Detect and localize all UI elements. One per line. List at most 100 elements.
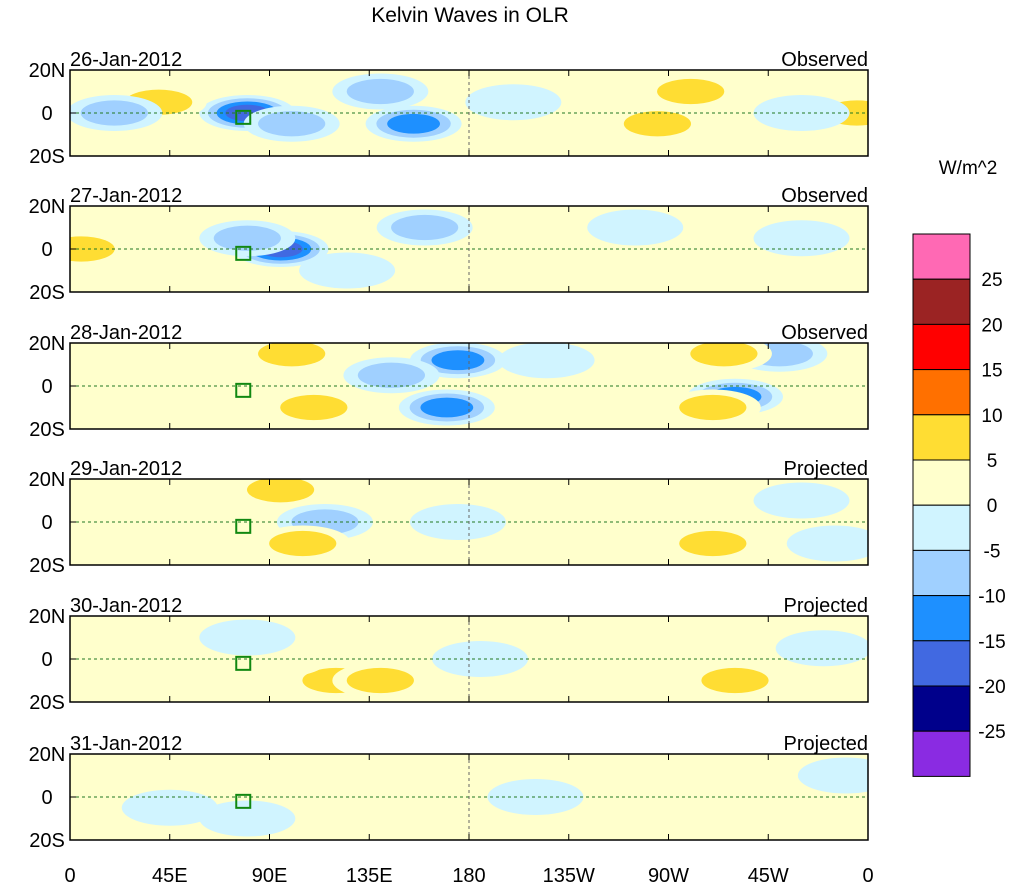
anomaly-contour bbox=[487, 241, 584, 278]
y-tick-label: 0 bbox=[41, 376, 52, 398]
anomaly-contour bbox=[775, 630, 868, 667]
colorbar-swatch bbox=[912, 685, 971, 732]
panel-date: 27-Jan-2012 bbox=[70, 185, 182, 207]
colorbar-label: -5 bbox=[984, 541, 1001, 562]
y-tick-label: 20N bbox=[29, 606, 66, 628]
anomaly-contour bbox=[753, 482, 850, 519]
anomaly-contour bbox=[465, 84, 562, 121]
colorbar-swatch bbox=[912, 549, 971, 597]
y-tick-label: 20N bbox=[29, 196, 66, 218]
colorbar-swatch bbox=[912, 369, 971, 416]
panel-kind: Observed bbox=[781, 185, 868, 207]
y-tick-label: 0 bbox=[41, 512, 52, 534]
colorbar-label: -15 bbox=[978, 632, 1005, 653]
anomaly-contour bbox=[498, 343, 595, 379]
anomaly-contour bbox=[70, 236, 115, 262]
map-panel: 29-Jan-2012 Projected 20N 0 20S bbox=[29, 458, 869, 577]
anomaly-contour bbox=[587, 209, 684, 246]
panel-field bbox=[70, 206, 868, 292]
y-tick-label: 0 bbox=[41, 103, 52, 125]
panel-date: 30-Jan-2012 bbox=[70, 595, 182, 617]
x-tick-label: 135E bbox=[346, 865, 393, 887]
anomaly-contour bbox=[276, 768, 373, 805]
colorbar-swatch bbox=[912, 323, 971, 371]
colorbar-swatch bbox=[912, 459, 971, 506]
anomaly-contour bbox=[387, 113, 440, 134]
y-tick-label: 20S bbox=[29, 692, 65, 714]
colorbar-label: 0 bbox=[987, 496, 998, 517]
colorbar-swatch bbox=[912, 233, 971, 280]
anomaly-contour bbox=[110, 206, 207, 235]
anomaly-contour bbox=[258, 343, 326, 367]
region-box-marker bbox=[235, 382, 252, 398]
map-panel: 30-Jan-2012 Projected 20N 0 20S bbox=[29, 595, 869, 714]
y-tick-label: 0 bbox=[41, 787, 52, 809]
panel-field bbox=[70, 479, 868, 565]
x-tick-label: 135W bbox=[543, 865, 595, 887]
panel-date: 28-Jan-2012 bbox=[70, 322, 182, 344]
region-box-marker bbox=[235, 518, 252, 534]
x-tick-label: 90E bbox=[252, 865, 288, 887]
colorbar-label: 25 bbox=[981, 270, 1002, 291]
anomaly-contour bbox=[280, 394, 348, 421]
anomaly-contour bbox=[753, 220, 850, 257]
anomaly-contour bbox=[246, 479, 315, 503]
region-box-marker bbox=[235, 109, 252, 125]
colorbar-label: -10 bbox=[978, 587, 1005, 608]
anomaly-contour bbox=[346, 78, 414, 105]
colorbar-swatch bbox=[912, 595, 971, 642]
panel-kind: Projected bbox=[784, 458, 869, 480]
colorbar-swatch bbox=[912, 504, 971, 551]
y-tick-label: 20N bbox=[29, 60, 66, 82]
anomaly-contour bbox=[531, 630, 628, 667]
panel-kind: Projected bbox=[784, 595, 869, 617]
x-tick-label: 90W bbox=[648, 865, 689, 887]
anomaly-contour bbox=[269, 530, 337, 557]
colorbar-swatch bbox=[912, 414, 971, 461]
anomaly-contour bbox=[664, 252, 761, 289]
y-tick-label: 20S bbox=[29, 830, 65, 852]
y-tick-label: 20S bbox=[29, 282, 65, 304]
anomaly-contour bbox=[753, 95, 850, 131]
anomaly-contour bbox=[690, 343, 758, 367]
map-panel: 26-Jan-2012 Observed 20N 0 20S bbox=[29, 49, 869, 168]
panel-kind: Observed bbox=[781, 322, 868, 344]
anomaly-contour bbox=[199, 619, 296, 656]
anomaly-contour bbox=[199, 800, 296, 837]
anomaly-contour bbox=[498, 482, 595, 519]
anomaly-contour bbox=[679, 394, 747, 421]
y-tick-label: 20S bbox=[29, 419, 65, 441]
colorbar-label: -20 bbox=[978, 677, 1005, 698]
anomaly-contour bbox=[687, 789, 783, 826]
panel-kind: Projected bbox=[784, 733, 869, 755]
panel-field bbox=[70, 754, 868, 840]
panel-date: 29-Jan-2012 bbox=[70, 458, 182, 480]
region-box-marker bbox=[235, 793, 252, 809]
anomaly-contour bbox=[299, 252, 396, 289]
x-tick-label: 0 bbox=[64, 865, 75, 887]
y-tick-label: 20N bbox=[29, 469, 66, 491]
map-panel: 31-Jan-2012 Projected 20N 0 20S bbox=[29, 733, 869, 852]
anomaly-contour bbox=[88, 630, 185, 667]
anomaly-contour bbox=[346, 667, 414, 694]
anomaly-contour bbox=[258, 111, 326, 137]
units-label: W/m^2 bbox=[939, 158, 998, 179]
map-panel: 27-Jan-2012 Observed 20N 0 20S bbox=[29, 185, 869, 304]
anomaly-contour bbox=[420, 397, 474, 418]
anomaly-contour bbox=[623, 111, 692, 137]
region-box-marker bbox=[235, 655, 252, 671]
colorbar-swatch bbox=[912, 730, 971, 777]
y-tick-label: 20S bbox=[29, 555, 65, 577]
anomaly-contour bbox=[587, 757, 684, 794]
x-tick-label: 45W bbox=[748, 865, 789, 887]
colorbar-label: 20 bbox=[981, 315, 1002, 336]
y-tick-label: 20N bbox=[29, 333, 66, 355]
colorbar-swatch bbox=[912, 640, 971, 687]
colorbar-label: 5 bbox=[987, 451, 998, 472]
x-tick-label: 180 bbox=[452, 865, 485, 887]
region-box-marker bbox=[235, 245, 252, 261]
x-tick-label: 0 bbox=[862, 865, 873, 887]
anomaly-contour bbox=[657, 78, 725, 105]
panel-kind: Observed bbox=[781, 49, 868, 71]
